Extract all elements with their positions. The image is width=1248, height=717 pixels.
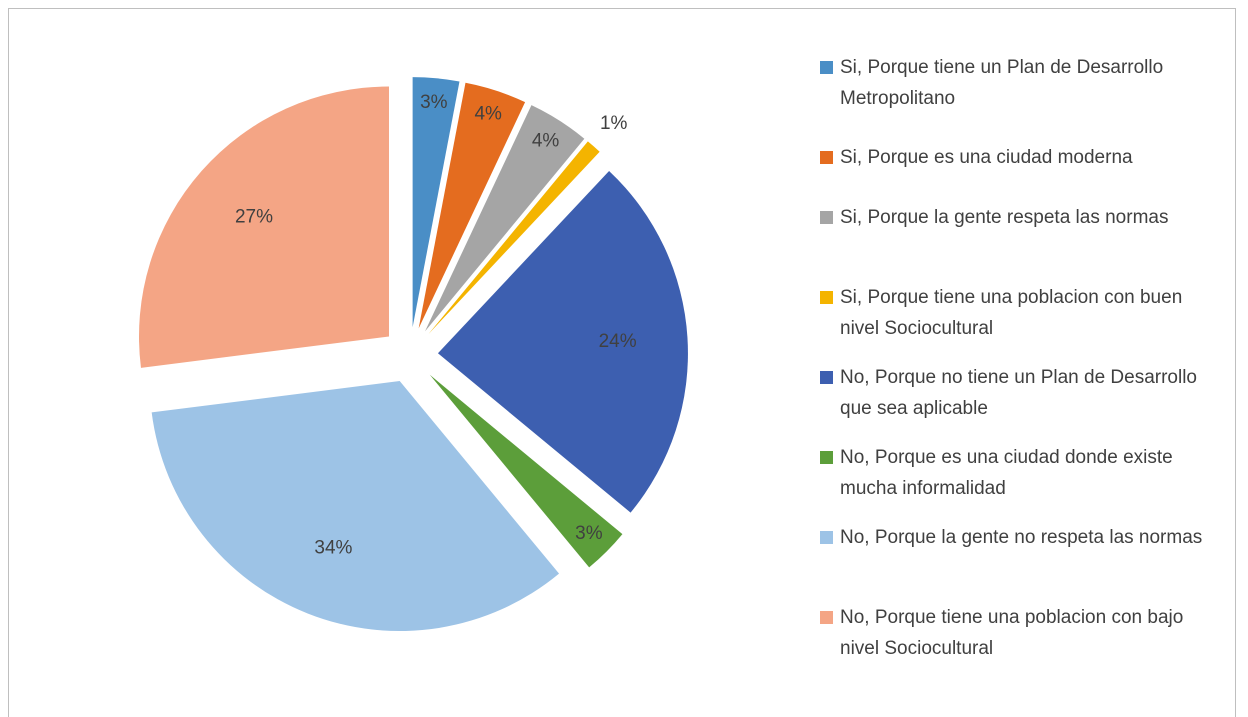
legend-label: No, Porque no tiene un Plan de Desarroll…	[840, 367, 1198, 419]
data-label: 1%	[600, 113, 628, 134]
chart-frame	[8, 8, 1236, 717]
data-label: 4%	[474, 103, 502, 124]
pie-slice	[425, 105, 585, 332]
legend-item: No, Porque la gente no respeta las norma…	[820, 522, 1220, 553]
pie-slice	[412, 77, 460, 328]
legend-label: Si, Porque tiene una poblacion con buen …	[840, 287, 1183, 339]
legend-swatch	[820, 211, 833, 224]
data-label: 3%	[575, 523, 603, 544]
data-label: 27%	[235, 206, 273, 227]
legend-item: Si, Porque tiene una poblacion con buen …	[820, 282, 1220, 344]
legend-swatch	[820, 531, 833, 544]
legend-item: No, Porque no tiene un Plan de Desarroll…	[820, 362, 1220, 424]
data-label: 3%	[420, 92, 448, 113]
legend-item: Si, Porque es una ciudad moderna	[820, 142, 1220, 173]
legend-swatch	[820, 371, 833, 384]
pie-slice	[428, 141, 600, 334]
legend-swatch	[820, 61, 833, 74]
data-label: 4%	[532, 130, 560, 151]
data-label: 24%	[599, 331, 637, 352]
pie-slice	[151, 381, 560, 632]
legend-swatch	[820, 151, 833, 164]
legend-label: Si, Porque tiene un Plan de Desarrollo M…	[840, 57, 1164, 109]
legend-label: No, Porque tiene una poblacion con bajo …	[840, 607, 1184, 659]
legend-label: Si, Porque es una ciudad moderna	[840, 147, 1133, 168]
pie-slice	[429, 374, 623, 568]
legend-swatch	[820, 451, 833, 464]
pie-slice	[138, 86, 389, 368]
legend-label: No, Porque es una ciudad donde existe mu…	[840, 447, 1173, 499]
legend-item: Si, Porque la gente respeta las normas	[820, 202, 1220, 233]
legend-swatch	[820, 611, 833, 624]
legend-label: Si, Porque la gente respeta las normas	[840, 207, 1169, 228]
pie-slice	[437, 170, 688, 513]
pie-slice	[418, 82, 526, 329]
legend-swatch	[820, 291, 833, 304]
legend-item: Si, Porque tiene un Plan de Desarrollo M…	[820, 52, 1220, 114]
legend-item: No, Porque es una ciudad donde existe mu…	[820, 442, 1220, 504]
legend-item: No, Porque tiene una poblacion con bajo …	[820, 602, 1220, 664]
data-label: 34%	[314, 537, 352, 558]
legend-label: No, Porque la gente no respeta las norma…	[840, 527, 1203, 548]
